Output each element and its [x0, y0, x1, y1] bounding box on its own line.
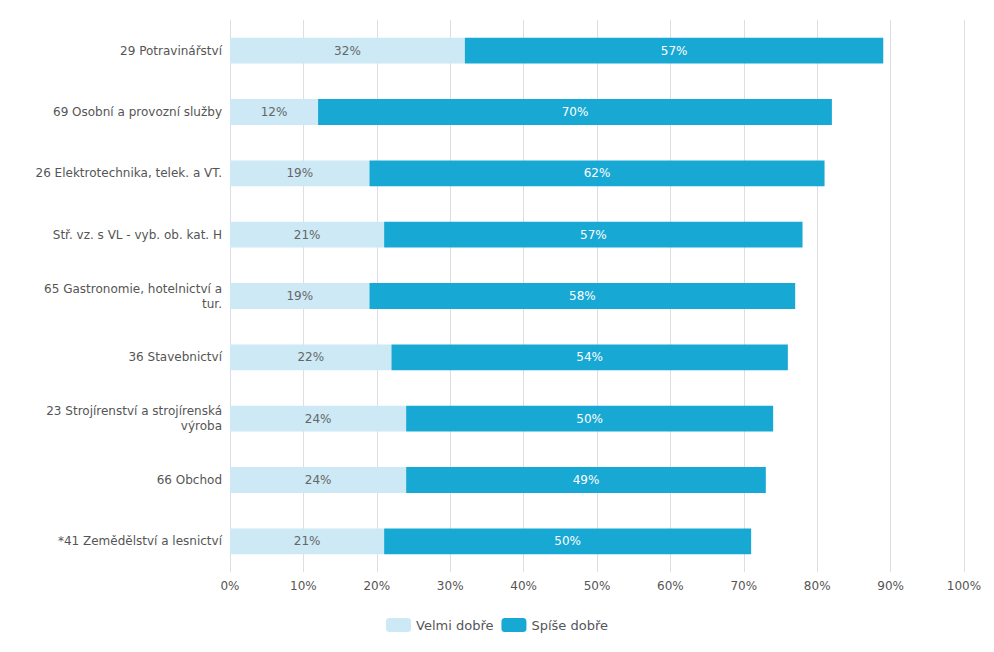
svg-text:54%: 54% [576, 350, 603, 364]
svg-text:23 Strojírenství a strojírensk: 23 Strojírenství a strojírenská [46, 404, 222, 418]
svg-text:40%: 40% [510, 579, 537, 593]
svg-text:90%: 90% [877, 579, 904, 593]
svg-text:20%: 20% [363, 579, 390, 593]
svg-text:69 Osobní a provozní služby: 69 Osobní a provozní služby [53, 105, 222, 119]
svg-text:výroba: výroba [181, 419, 222, 433]
svg-text:100%: 100% [947, 579, 981, 593]
svg-text:22%: 22% [297, 350, 324, 364]
svg-text:12%: 12% [261, 105, 288, 119]
svg-text:65 Gastronomie, hotelnictví a: 65 Gastronomie, hotelnictví a [44, 282, 222, 296]
svg-text:80%: 80% [804, 579, 831, 593]
svg-text:50%: 50% [576, 412, 603, 426]
svg-text:19%: 19% [286, 166, 313, 180]
svg-text:66 Obchod: 66 Obchod [157, 473, 222, 487]
svg-text:19%: 19% [286, 289, 313, 303]
svg-text:70%: 70% [730, 579, 757, 593]
svg-text:50%: 50% [554, 534, 581, 548]
svg-text:0%: 0% [220, 579, 239, 593]
svg-text:60%: 60% [657, 579, 684, 593]
svg-text:tur.: tur. [202, 297, 222, 311]
svg-text:58%: 58% [569, 289, 596, 303]
svg-text:57%: 57% [580, 228, 607, 242]
svg-text:*41 Zemědělství a lesnictví: *41 Zemědělství a lesnictví [58, 534, 223, 548]
svg-text:10%: 10% [290, 579, 317, 593]
svg-text:21%: 21% [294, 228, 321, 242]
svg-text:57%: 57% [661, 44, 688, 58]
svg-text:49%: 49% [573, 473, 600, 487]
svg-text:50%: 50% [584, 579, 611, 593]
svg-text:30%: 30% [437, 579, 464, 593]
svg-text:29 Potravinářství: 29 Potravinářství [120, 44, 223, 58]
svg-text:21%: 21% [294, 534, 321, 548]
svg-text:Spíše dobře: Spíše dobře [531, 618, 608, 633]
svg-text:Velmi dobře: Velmi dobře [416, 618, 493, 633]
svg-text:24%: 24% [305, 412, 332, 426]
svg-text:26 Elektrotechnika, telek. a V: 26 Elektrotechnika, telek. a VT. [36, 166, 222, 180]
svg-text:24%: 24% [305, 473, 332, 487]
svg-text:36 Stavebnictví: 36 Stavebnictví [128, 350, 222, 364]
svg-text:70%: 70% [562, 105, 589, 119]
svg-text:Stř. vz. s VL - vyb. ob. kat.: Stř. vz. s VL - vyb. ob. kat. H [53, 228, 222, 242]
svg-text:62%: 62% [584, 166, 611, 180]
svg-text:32%: 32% [334, 44, 361, 58]
